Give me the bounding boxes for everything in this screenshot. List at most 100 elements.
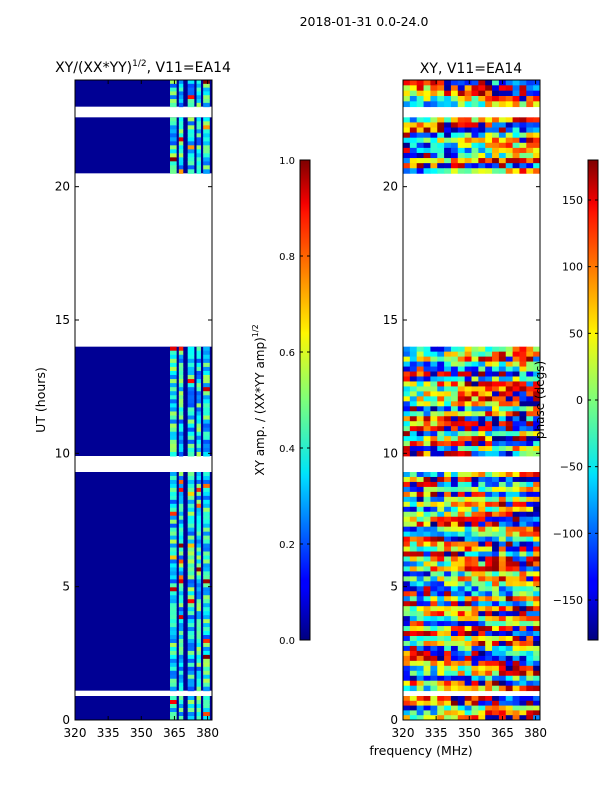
heatmap-cell bbox=[471, 396, 479, 402]
heatmap-cell bbox=[471, 705, 479, 711]
heatmap-cell bbox=[196, 527, 201, 533]
heatmap-cell bbox=[178, 354, 184, 360]
heatmap-cell bbox=[498, 685, 507, 692]
heatmap-cell bbox=[178, 125, 184, 130]
heatmap-cell bbox=[196, 658, 201, 664]
heatmap-cell bbox=[526, 511, 534, 518]
heatmap-cell bbox=[203, 407, 210, 412]
heatmap-cell bbox=[464, 446, 472, 452]
heatmap-cell bbox=[485, 640, 493, 647]
heatmap-cell bbox=[178, 99, 184, 104]
heatmap-cell bbox=[526, 381, 534, 387]
heatmap-cell bbox=[450, 101, 459, 108]
y-tick-label: 15 bbox=[55, 313, 70, 327]
heatmap-cell bbox=[519, 371, 527, 377]
heatmap-cell bbox=[533, 546, 540, 552]
heatmap-cell bbox=[512, 566, 520, 572]
heatmap-cell bbox=[450, 85, 459, 92]
heatmap-cell bbox=[437, 616, 445, 622]
heatmap-cell bbox=[203, 603, 210, 608]
heatmap-cell bbox=[170, 559, 177, 564]
heatmap-cell bbox=[403, 700, 411, 706]
heatmap-cell bbox=[196, 125, 201, 130]
heatmap-cell bbox=[471, 451, 479, 457]
heatmap-cell bbox=[178, 161, 184, 166]
heatmap-cell bbox=[409, 426, 418, 432]
heatmap-cell bbox=[492, 546, 500, 552]
heatmap-cell bbox=[450, 566, 459, 572]
heatmap-cell bbox=[423, 346, 431, 353]
heatmap-cell bbox=[437, 601, 445, 607]
heatmap-cell bbox=[457, 526, 466, 533]
heatmap-cell bbox=[478, 356, 486, 362]
heatmap-cell bbox=[430, 451, 438, 457]
heatmap-cell bbox=[203, 350, 210, 356]
heatmap-cell bbox=[471, 650, 479, 657]
heatmap-cell bbox=[464, 566, 472, 572]
heatmap-cell bbox=[196, 531, 201, 537]
heatmap-cell bbox=[178, 487, 184, 493]
heatmap-cell bbox=[450, 168, 459, 174]
heatmap-cell bbox=[187, 555, 195, 560]
heatmap-cell bbox=[478, 391, 486, 397]
heatmap-cell bbox=[471, 631, 479, 637]
heatmap-cell bbox=[444, 85, 452, 92]
heatmap-cell bbox=[409, 581, 418, 587]
heatmap-cell bbox=[423, 386, 431, 392]
heatmap-cell bbox=[170, 587, 177, 592]
heatmap-cell bbox=[457, 705, 466, 711]
heatmap-cell bbox=[178, 587, 184, 592]
heatmap-cell bbox=[450, 436, 459, 442]
heatmap-cell bbox=[485, 386, 493, 392]
heatmap-cell bbox=[485, 506, 493, 513]
data-time-block bbox=[75, 696, 212, 720]
heatmap-cell bbox=[471, 640, 479, 647]
heatmap-cell bbox=[457, 386, 466, 392]
heatmap-cell bbox=[178, 575, 184, 580]
heatmap-cell bbox=[423, 481, 431, 488]
heatmap-cell bbox=[403, 660, 411, 667]
heatmap-cell bbox=[187, 161, 195, 166]
heatmap-cell bbox=[505, 366, 513, 372]
heatmap-cell bbox=[203, 654, 210, 660]
heatmap-cell bbox=[485, 596, 493, 602]
heatmap-cell bbox=[444, 451, 452, 457]
heatmap-cell bbox=[196, 387, 201, 392]
heatmap-cell bbox=[423, 700, 431, 706]
heatmap-cell bbox=[203, 435, 210, 441]
heatmap-cell bbox=[409, 446, 418, 452]
heatmap-cell bbox=[178, 427, 184, 433]
heatmap-cell bbox=[485, 606, 493, 612]
heatmap-cell bbox=[512, 496, 520, 503]
heatmap-cell bbox=[485, 472, 493, 478]
heatmap-cell bbox=[457, 496, 466, 503]
heatmap-cell bbox=[423, 85, 431, 92]
heatmap-cell bbox=[498, 122, 507, 128]
heatmap-cell bbox=[464, 696, 472, 702]
heatmap-cell bbox=[492, 606, 500, 612]
heatmap-cell bbox=[416, 511, 424, 518]
heatmap-cell bbox=[519, 401, 527, 407]
heatmap-cell bbox=[526, 396, 534, 402]
heatmap-cell bbox=[492, 142, 500, 149]
heatmap-cell bbox=[498, 606, 507, 612]
heatmap-cell bbox=[203, 95, 210, 100]
heatmap-cell bbox=[423, 472, 431, 478]
heatmap-cell bbox=[196, 95, 201, 100]
heatmap-cell bbox=[416, 531, 424, 538]
heatmap-cell bbox=[450, 496, 459, 503]
heatmap-cell bbox=[485, 571, 493, 577]
heatmap-cell bbox=[409, 361, 418, 367]
heatmap-cell bbox=[170, 662, 177, 668]
heatmap-cell bbox=[519, 655, 527, 662]
heatmap-cell bbox=[478, 376, 486, 382]
heatmap-cell bbox=[512, 541, 520, 547]
heatmap-cell bbox=[485, 351, 493, 358]
heatmap-cell bbox=[196, 133, 201, 138]
heatmap-cell bbox=[485, 546, 493, 552]
heatmap-cell bbox=[423, 496, 431, 503]
heatmap-cell bbox=[444, 675, 452, 682]
heatmap-cell bbox=[403, 137, 411, 144]
heatmap-cell bbox=[403, 361, 411, 367]
